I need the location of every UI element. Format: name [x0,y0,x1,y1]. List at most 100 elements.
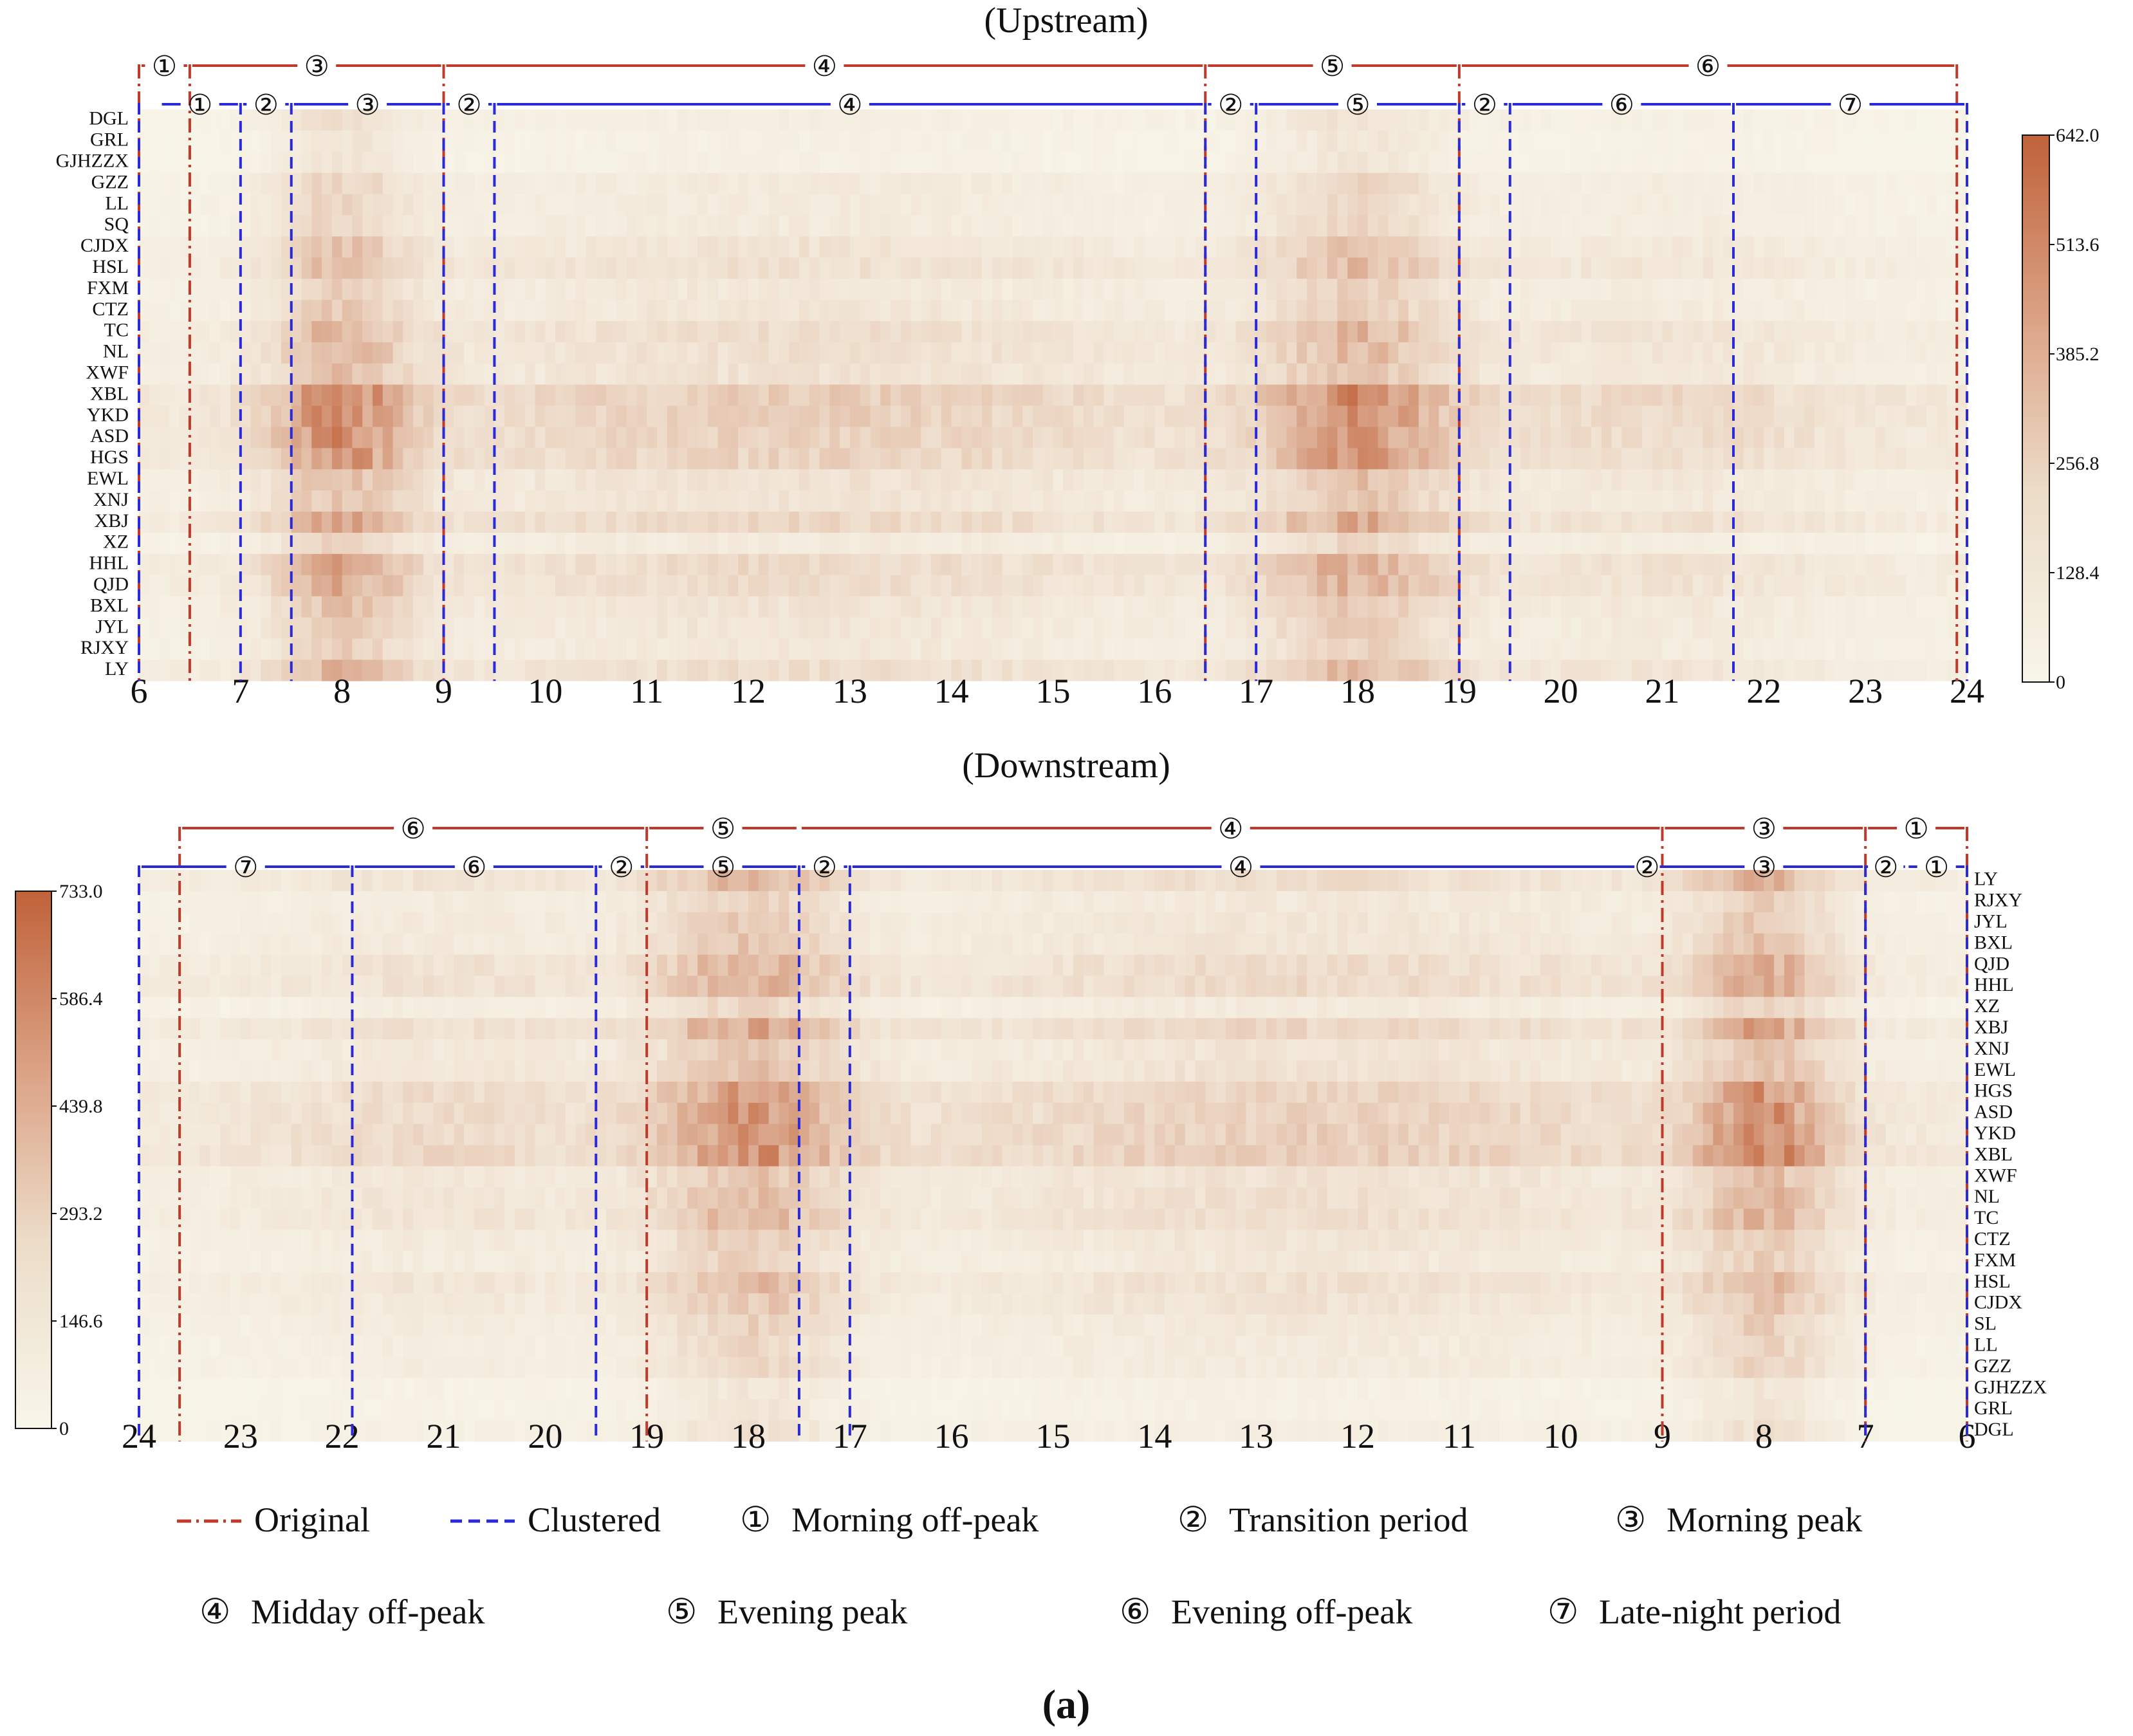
heatmap-cell [1794,384,1805,406]
heatmap-cell [647,512,658,533]
heatmap-cell [728,194,739,216]
heatmap-cell [474,215,485,237]
heatmap-cell [910,384,921,406]
heatmap-cell [1510,236,1521,258]
heatmap-cell [707,109,719,131]
heatmap-cell [1550,469,1562,491]
heatmap-cell [199,321,211,343]
heatmap-cell [1266,130,1277,152]
heatmap-cell [474,448,485,470]
heatmap-cell [972,490,983,512]
heatmap-cell [454,596,465,618]
heatmap-cell [1367,279,1379,300]
heatmap-cell [413,194,424,216]
heatmap-cell [1957,490,1968,512]
heatmap-cell [494,638,505,660]
heatmap-cell [880,405,891,427]
heatmap-cell [1123,596,1135,618]
heatmap-cell [819,469,830,491]
heatmap-cell [1743,172,1755,194]
heatmap-cell [1692,596,1704,618]
heatmap-cell [1439,321,1450,343]
station-label: GRL [90,129,129,151]
heatmap-cell [1550,617,1562,639]
heatmap-cell [1764,427,1775,448]
heatmap-cell [677,638,688,660]
heatmap-cell [890,384,901,406]
heatmap-cell [230,194,241,216]
heatmap-cell [1855,363,1866,385]
heatmap-cell [870,553,881,576]
heatmap-cell [1297,279,1307,300]
heatmap-cell [1032,405,1044,427]
heatmap-cell [1439,490,1450,512]
heatmap-cell [524,469,536,491]
heatmap-cell [1144,575,1155,596]
heatmap-cell [972,553,983,576]
heatmap-cell [1885,109,1897,131]
heatmap-cell [1540,172,1551,194]
heatmap-cell [1723,342,1734,364]
heatmap-cell [1641,448,1653,470]
heatmap-cell [1358,660,1369,681]
heatmap-cell [677,660,688,681]
heatmap-cell [291,405,302,427]
heatmap-cell [860,427,871,448]
heatmap-cell [180,130,190,152]
heatmap-cell [819,279,830,300]
heatmap-cell [301,215,312,237]
heatmap-cell [565,109,577,131]
heatmap-cell [169,490,180,512]
heatmap-cell [240,109,252,131]
heatmap-cell [1540,617,1551,639]
heatmap-cell [1550,596,1562,618]
heatmap-cell [717,405,729,427]
heatmap-cell [1632,638,1643,660]
heatmap-cell [474,384,485,406]
heatmap-cell [159,405,170,427]
heatmap-cell [921,130,932,152]
heatmap-cell [728,638,739,660]
heatmap-cell [626,469,637,491]
heatmap-cell [1347,363,1358,385]
heatmap-cell [169,469,180,491]
heatmap-cell [860,553,871,576]
heatmap-cell [139,617,150,639]
heatmap-cell [586,490,596,512]
heatmap-cell [921,638,932,660]
heatmap-cell [961,172,972,194]
heatmap-cell [1297,617,1307,639]
heatmap-cell [1774,151,1785,173]
heatmap-cell [1408,533,1419,555]
heatmap-cell [1195,533,1206,555]
heatmap-cell [1316,617,1328,639]
heatmap-cell [636,533,647,555]
heatmap-cell [1185,553,1196,576]
heatmap-cell [230,638,241,660]
heatmap-cell [1733,236,1744,258]
heatmap-cell [636,469,647,491]
heatmap-cell [250,427,261,448]
heatmap-cell [464,617,475,639]
heatmap-cell [1093,469,1105,491]
heatmap-cell [819,151,830,173]
heatmap-cell [413,427,424,448]
heatmap-cell [1103,427,1114,448]
heatmap-cell [1337,533,1348,555]
heatmap-cell [1358,384,1369,406]
heatmap-cell [1764,279,1775,300]
heatmap-cell [1439,257,1450,279]
heatmap-cell [1053,512,1064,533]
heatmap-cell [1297,512,1307,533]
heatmap-cell [1499,469,1511,491]
heatmap-cell [250,384,261,406]
heatmap-cell [291,300,302,322]
heatmap-cell [1083,553,1094,576]
heatmap-cell [717,553,729,576]
heatmap-cell [373,490,383,512]
heatmap-cell [1347,384,1358,406]
heatmap-cell [1896,257,1907,279]
heatmap-cell [1032,257,1044,279]
heatmap-cell [342,617,353,639]
heatmap-cell [758,363,770,385]
